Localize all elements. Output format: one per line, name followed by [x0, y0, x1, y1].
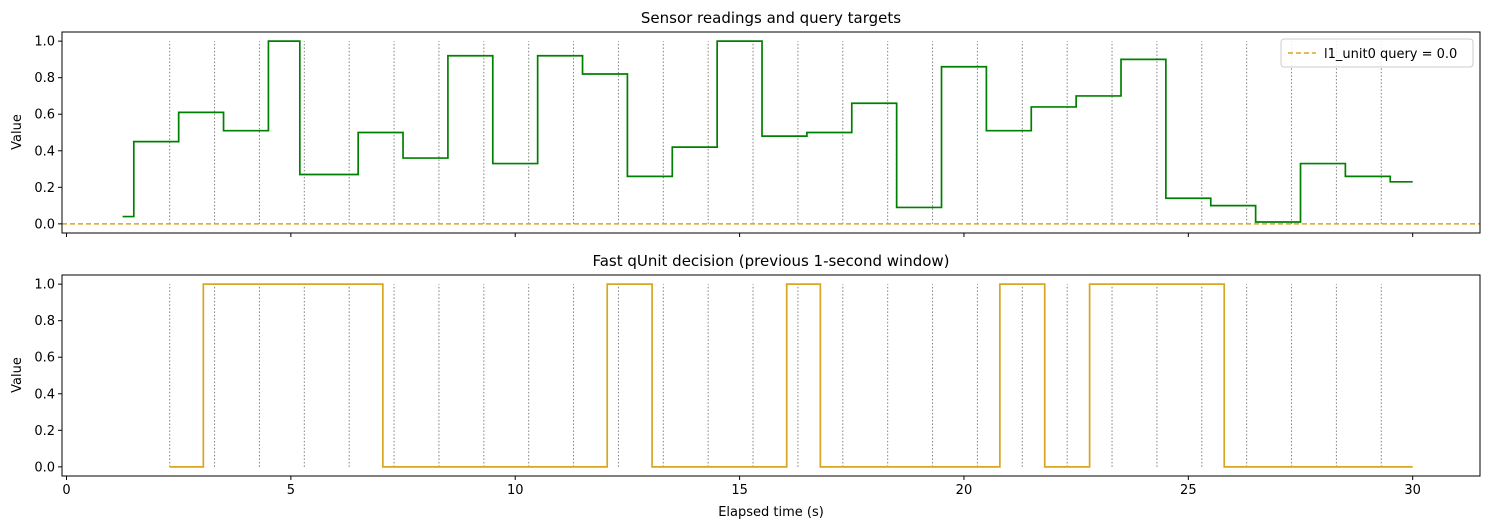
- top-panel-frame: [61, 31, 1481, 234]
- x-tick-label: 15: [731, 483, 748, 498]
- bottom-panel-ylabel: Value: [10, 357, 25, 393]
- y-tick-label: 0.0: [34, 217, 55, 232]
- y-tick-label: 0.2: [34, 424, 55, 439]
- y-tick-label: 1.0: [34, 35, 55, 50]
- y-tick-label: 1.0: [34, 278, 55, 293]
- y-tick-label: 0.4: [34, 387, 55, 402]
- bottom-panel-title: Fast qUnit decision (previous 1-second w…: [592, 252, 949, 270]
- bottom-panel-x-axis: 0 5 10 15 20 25 30: [62, 476, 1421, 498]
- y-tick-label: 0.2: [34, 181, 55, 196]
- y-tick-label: 0.6: [34, 351, 55, 366]
- top-panel-series: [62, 40, 1480, 225]
- top-panel-ylabel: Value: [10, 114, 25, 150]
- bottom-panel-xlabel: Elapsed time (s): [718, 505, 824, 520]
- top-panel-x-axis: [65, 233, 1414, 237]
- top-panel: Sensor readings and query targets Value …: [10, 9, 1481, 237]
- x-tick-label: 30: [1404, 483, 1421, 498]
- x-tick-label: 20: [956, 483, 973, 498]
- y-tick-label: 0.6: [34, 108, 55, 123]
- legend-label-query: l1_unit0 query = 0.0: [1324, 47, 1457, 62]
- x-tick-label: 25: [1180, 483, 1197, 498]
- x-tick-label: 5: [287, 483, 295, 498]
- top-panel-y-axis: 0.0 0.2 0.4 0.6 0.8 1.0: [34, 35, 62, 232]
- bottom-panel-window-markers: [169, 284, 1382, 467]
- bottom-panel-series: [169, 283, 1413, 468]
- y-tick-label: 0.0: [34, 460, 55, 475]
- y-tick-label: 0.8: [34, 314, 55, 329]
- bottom-panel: Fast qUnit decision (previous 1-second w…: [10, 252, 1481, 520]
- x-tick-label: 0: [62, 483, 70, 498]
- series-line-0: [122, 40, 1413, 223]
- x-tick-label: 10: [507, 483, 524, 498]
- bottom-panel-y-axis: 0.0 0.2 0.4 0.6 0.8 1.0: [34, 278, 62, 475]
- top-panel-title: Sensor readings and query targets: [641, 9, 901, 27]
- legend-box: [1280, 38, 1474, 68]
- legend: l1_unit0 query = 0.0: [1280, 38, 1474, 68]
- y-tick-label: 0.4: [34, 144, 55, 159]
- y-tick-label: 0.8: [34, 71, 55, 86]
- top-panel-window-markers: [169, 41, 1382, 224]
- bottom-panel-frame: [61, 274, 1481, 477]
- series-line-0: [169, 283, 1413, 468]
